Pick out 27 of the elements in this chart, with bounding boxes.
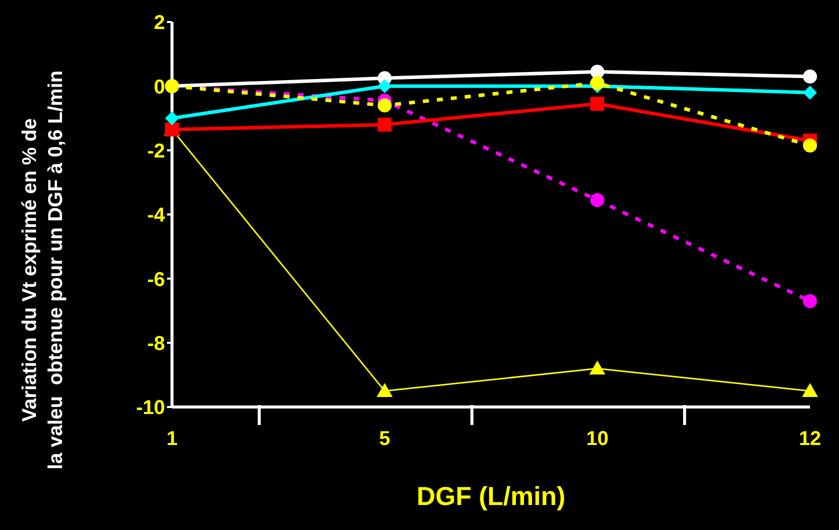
point	[803, 138, 817, 153]
point	[378, 98, 392, 112]
y-tick-label: -8	[147, 332, 165, 355]
x-tick-label: 10	[586, 428, 608, 450]
y-tick-label: 2	[154, 12, 165, 34]
y-tick-label: 0	[154, 76, 165, 98]
x-tick-label: 12	[798, 428, 822, 450]
point	[803, 294, 817, 308]
y-tick-label: -4	[147, 204, 166, 227]
x-tick-label: 1	[166, 428, 178, 450]
x-axis-title: DGF (L/min)	[416, 481, 566, 511]
point	[378, 118, 392, 132]
point	[378, 79, 392, 94]
point	[165, 111, 179, 126]
point	[803, 86, 817, 100]
point	[590, 76, 604, 90]
y-tick-label: -10	[136, 397, 165, 420]
y-axis-title: Variation du Vt exprimé en % de la valeu obtenue pour un DGF à 0,6 L/min	[19, 70, 67, 470]
point	[376, 382, 393, 397]
point	[802, 382, 818, 397]
y-tick-label: -2	[147, 140, 165, 162]
y-tick-label: -6	[147, 268, 165, 291]
point	[589, 360, 606, 374]
point	[803, 70, 817, 84]
point	[590, 193, 604, 208]
x-tick-label: 5	[379, 428, 390, 450]
point	[590, 96, 604, 111]
